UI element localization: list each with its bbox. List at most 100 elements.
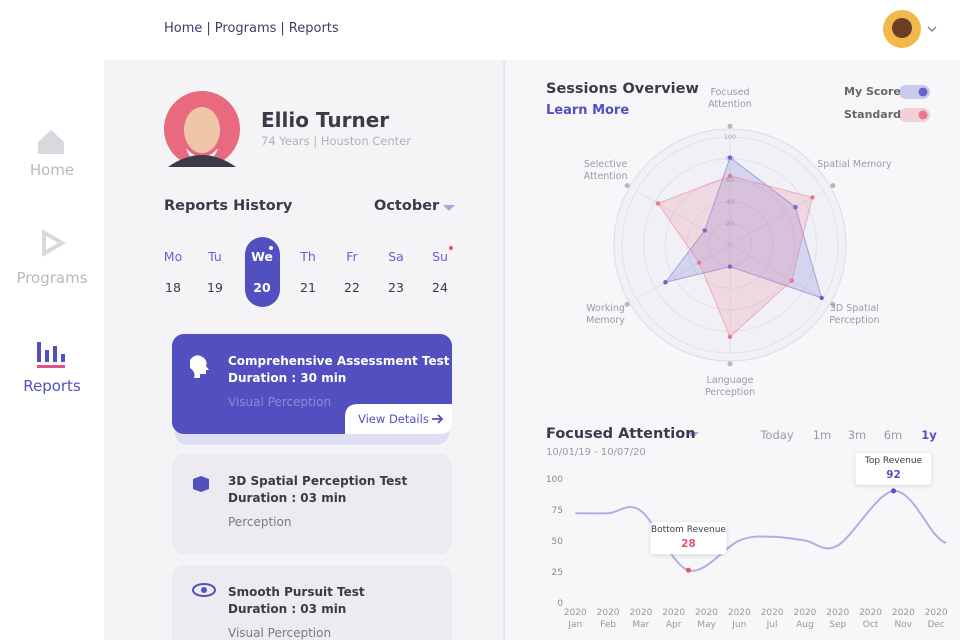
test-card[interactable] xyxy=(172,565,452,640)
profile-shirt xyxy=(168,155,236,167)
view-details[interactable]: View Details xyxy=(358,412,429,426)
selected-day[interactable] xyxy=(245,237,280,307)
legend-label: Standard xyxy=(844,108,902,121)
axis-dot xyxy=(624,301,630,307)
breadcrumb-link[interactable]: Programs xyxy=(214,21,277,36)
chart-subtitle: 10/01/19 - 10/07/20 xyxy=(546,447,646,458)
date[interactable]: 21 xyxy=(300,280,316,295)
head-icon xyxy=(190,355,209,378)
x-tick-label: 2020 Oct xyxy=(859,608,882,630)
test-card[interactable] xyxy=(172,454,452,554)
y-tick-label: 50 xyxy=(551,537,563,547)
range-button[interactable]: 3m xyxy=(847,428,867,442)
test-duration: Duration : 30 min xyxy=(228,371,347,385)
test-category: Visual Perception xyxy=(228,626,332,640)
reports-icon xyxy=(61,354,65,362)
x-tick-label: 2020 May xyxy=(695,608,718,630)
axis-label: 3D Spatial Perception xyxy=(829,302,880,326)
axis-label: Selective Attention xyxy=(583,159,628,183)
active-indicator xyxy=(37,365,65,368)
y-tick-label: 25 xyxy=(551,568,563,578)
view-details-button[interactable] xyxy=(345,404,452,434)
date[interactable]: 24 xyxy=(432,280,448,295)
day-dot xyxy=(269,246,273,250)
radar-point xyxy=(789,278,794,283)
x-tick-label: 2020 Dec xyxy=(924,608,948,630)
programs-icon[interactable] xyxy=(42,229,66,257)
x-tick-label: 2020 Sep xyxy=(826,608,850,630)
annotation-label: Top Revenue xyxy=(864,455,923,466)
date[interactable]: 22 xyxy=(344,280,360,295)
axis-label: Focused Attention xyxy=(708,87,752,111)
divider xyxy=(503,60,505,640)
profile-face xyxy=(184,107,220,153)
weekday: Su xyxy=(432,249,448,264)
month-select[interactable]: October xyxy=(374,198,440,214)
dropdown-caret[interactable] xyxy=(927,26,937,33)
breadcrumb: Home | Programs | Reports xyxy=(164,21,339,36)
eye-icon xyxy=(201,587,207,593)
axis-dot xyxy=(727,123,733,129)
axis-line xyxy=(729,190,824,246)
y-tick-label: 100 xyxy=(545,475,563,485)
profile-name: Ellio Turner xyxy=(261,108,390,132)
arrow-icon xyxy=(432,414,444,424)
range-button[interactable]: 6m xyxy=(883,428,903,442)
x-tick-label: 2020 Aug xyxy=(793,608,817,630)
annotation-point xyxy=(891,488,897,494)
range-button[interactable]: Today xyxy=(760,428,794,442)
breadcrumb-link[interactable]: Reports xyxy=(288,21,339,36)
test-title: Comprehensive Assessment Test xyxy=(228,354,450,368)
home-icon[interactable] xyxy=(38,130,64,154)
legend-knob xyxy=(918,110,928,120)
radar-point xyxy=(727,334,733,339)
day-dot xyxy=(449,246,453,250)
date[interactable]: 20 xyxy=(253,280,271,295)
axis-label: Spatial Memory xyxy=(817,159,892,171)
radar-point xyxy=(702,228,707,233)
y-tick-label: 0 xyxy=(557,599,563,609)
radar-point xyxy=(727,155,733,160)
weekday: Tu xyxy=(208,249,222,264)
range-button[interactable]: 1y xyxy=(921,428,937,442)
radar-point xyxy=(727,264,733,269)
reports-icon[interactable] xyxy=(37,342,41,362)
sidebar-label[interactable]: Programs xyxy=(16,269,88,287)
test-title: 3D Spatial Perception Test xyxy=(228,474,408,488)
reports-icon xyxy=(53,346,57,362)
x-tick-label: 2020 Apr xyxy=(662,608,686,630)
radar-point xyxy=(793,205,798,210)
sidebar-label[interactable]: Reports xyxy=(23,377,81,395)
axis-label: Language Perception xyxy=(704,374,756,398)
line-series xyxy=(575,489,947,572)
breadcrumb-link[interactable]: Home xyxy=(164,21,203,36)
test-category: Perception xyxy=(228,515,292,529)
x-tick-label: 2020 Jul xyxy=(760,608,784,630)
range-button[interactable]: 1m xyxy=(812,428,832,442)
annotation-box xyxy=(855,452,932,485)
annotation-point xyxy=(685,567,691,573)
sidebar-label[interactable]: Home xyxy=(29,161,75,179)
axis-line xyxy=(636,244,731,300)
weekday: Sa xyxy=(388,249,404,264)
x-tick-label: 2020 Mar xyxy=(629,608,653,630)
annotation-value: 28 xyxy=(681,538,696,551)
title-caret[interactable] xyxy=(687,432,699,438)
x-tick-label: 2020 Jun xyxy=(727,608,751,630)
annotation-box xyxy=(650,522,727,555)
test-duration: Duration : 03 min xyxy=(228,491,347,505)
radar-point xyxy=(819,295,824,301)
legend-label: My Score xyxy=(844,85,901,98)
learn-more[interactable]: Learn More xyxy=(546,103,630,118)
date[interactable]: 19 xyxy=(207,280,223,295)
date[interactable]: 18 xyxy=(165,280,181,295)
cube-icon xyxy=(193,476,209,492)
month-caret[interactable] xyxy=(443,205,455,211)
weekday: Fr xyxy=(346,249,358,264)
date[interactable]: 23 xyxy=(388,280,404,295)
axis-dot xyxy=(727,361,733,367)
weekday: Th xyxy=(300,249,316,264)
profile-details: 74 Years | Houston Center xyxy=(261,134,411,148)
radar-point xyxy=(727,173,733,179)
x-tick-label: 2020 Jan xyxy=(563,608,587,630)
